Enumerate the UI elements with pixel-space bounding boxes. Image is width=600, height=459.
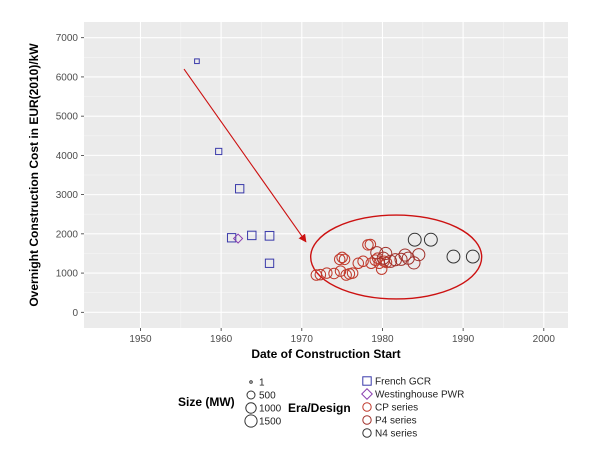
x-tick-label: 1990 [452, 334, 475, 345]
highlight-ellipse [309, 214, 483, 300]
era-legend-key [362, 428, 372, 438]
era-legend-key [361, 388, 373, 400]
point-p4-series [394, 252, 408, 266]
era-legend-key [362, 376, 372, 386]
x-tick-label: 1960 [210, 334, 233, 345]
era-legend: Era/Design French GCR Westinghouse PWR CP … [288, 376, 464, 440]
point-p4-series [398, 248, 412, 262]
era-legend-label: French GCR [375, 377, 431, 388]
size-legend-key [249, 380, 253, 384]
point-cp-series [314, 268, 327, 281]
trend-arrow [183, 68, 307, 243]
x-tick-label: 2000 [533, 334, 556, 345]
grid-major [84, 22, 568, 328]
point-french-gcr [226, 233, 237, 243]
annotations [183, 68, 483, 300]
y-tick-label: 3000 [56, 190, 79, 201]
size-legend-title: Size (MW) [178, 395, 235, 409]
x-axis-ticks: 1950 1960 1970 1980 1990 2000 [129, 328, 555, 345]
size-legend-label: 1500 [259, 417, 282, 428]
size-legend-label: 1 [259, 378, 265, 389]
size-legend-key [246, 390, 256, 400]
era-legend-key [362, 415, 372, 425]
y-tick-label: 2000 [56, 229, 79, 240]
era-legend-key [362, 402, 372, 412]
x-tick-label: 1970 [291, 334, 314, 345]
y-axis-title: Overnight Construction Cost in EUR(2010)… [27, 43, 41, 307]
point-p4-series [412, 248, 426, 262]
point-cp-series [369, 254, 381, 266]
y-tick-label: 0 [72, 308, 78, 319]
era-legend-label: Westinghouse PWR [375, 390, 464, 401]
point-cp-series [328, 267, 340, 280]
point-n4-series [446, 249, 461, 264]
point-cp-series [352, 257, 365, 270]
size-legend-label: 1000 [259, 404, 282, 415]
point-p4-series [407, 256, 421, 270]
point-p4-series [383, 254, 398, 268]
size-legend-key [244, 414, 258, 428]
point-cp-series [321, 267, 333, 279]
size-legend-label: 500 [259, 391, 276, 402]
point-n4-series [465, 249, 480, 264]
point-cp-series [336, 251, 348, 264]
point-cp-series [346, 267, 359, 279]
era-legend-title: Era/Design [288, 401, 351, 415]
point-french-gcr [235, 184, 245, 194]
point-cp-series [338, 253, 351, 266]
point-french-gcr [247, 230, 257, 241]
point-french-gcr [215, 147, 223, 156]
point-p4-series [379, 246, 393, 261]
point-cp-series [364, 238, 377, 251]
x-tick-label: 1950 [129, 334, 152, 345]
point-westinghouse-pwr [232, 233, 244, 244]
point-french-gcr [194, 58, 200, 65]
point-n4-series [423, 232, 438, 247]
point-cp-series [333, 253, 346, 266]
data-points [194, 58, 480, 281]
y-tick-label: 5000 [56, 112, 79, 123]
point-french-gcr [264, 258, 275, 268]
size-legend-key [245, 402, 257, 414]
x-axis-title: Date of Construction Start [251, 347, 400, 361]
x-tick-label: 1980 [371, 334, 394, 345]
era-legend-label: CP series [375, 403, 418, 414]
point-n4-series [407, 232, 422, 247]
y-tick-label: 1000 [56, 269, 79, 280]
y-tick-label: 4000 [56, 151, 79, 162]
era-legend-label: P4 series [375, 416, 417, 427]
y-tick-label: 7000 [56, 33, 79, 44]
y-axis-ticks: 0 1000 2000 3000 4000 5000 6000 7000 [56, 33, 84, 319]
grid-minor [84, 22, 568, 328]
point-cp-series [357, 255, 369, 268]
era-legend-label: N4 series [375, 429, 417, 440]
y-tick-label: 6000 [56, 72, 79, 83]
point-french-gcr [264, 230, 275, 241]
point-cp-series [334, 265, 347, 277]
